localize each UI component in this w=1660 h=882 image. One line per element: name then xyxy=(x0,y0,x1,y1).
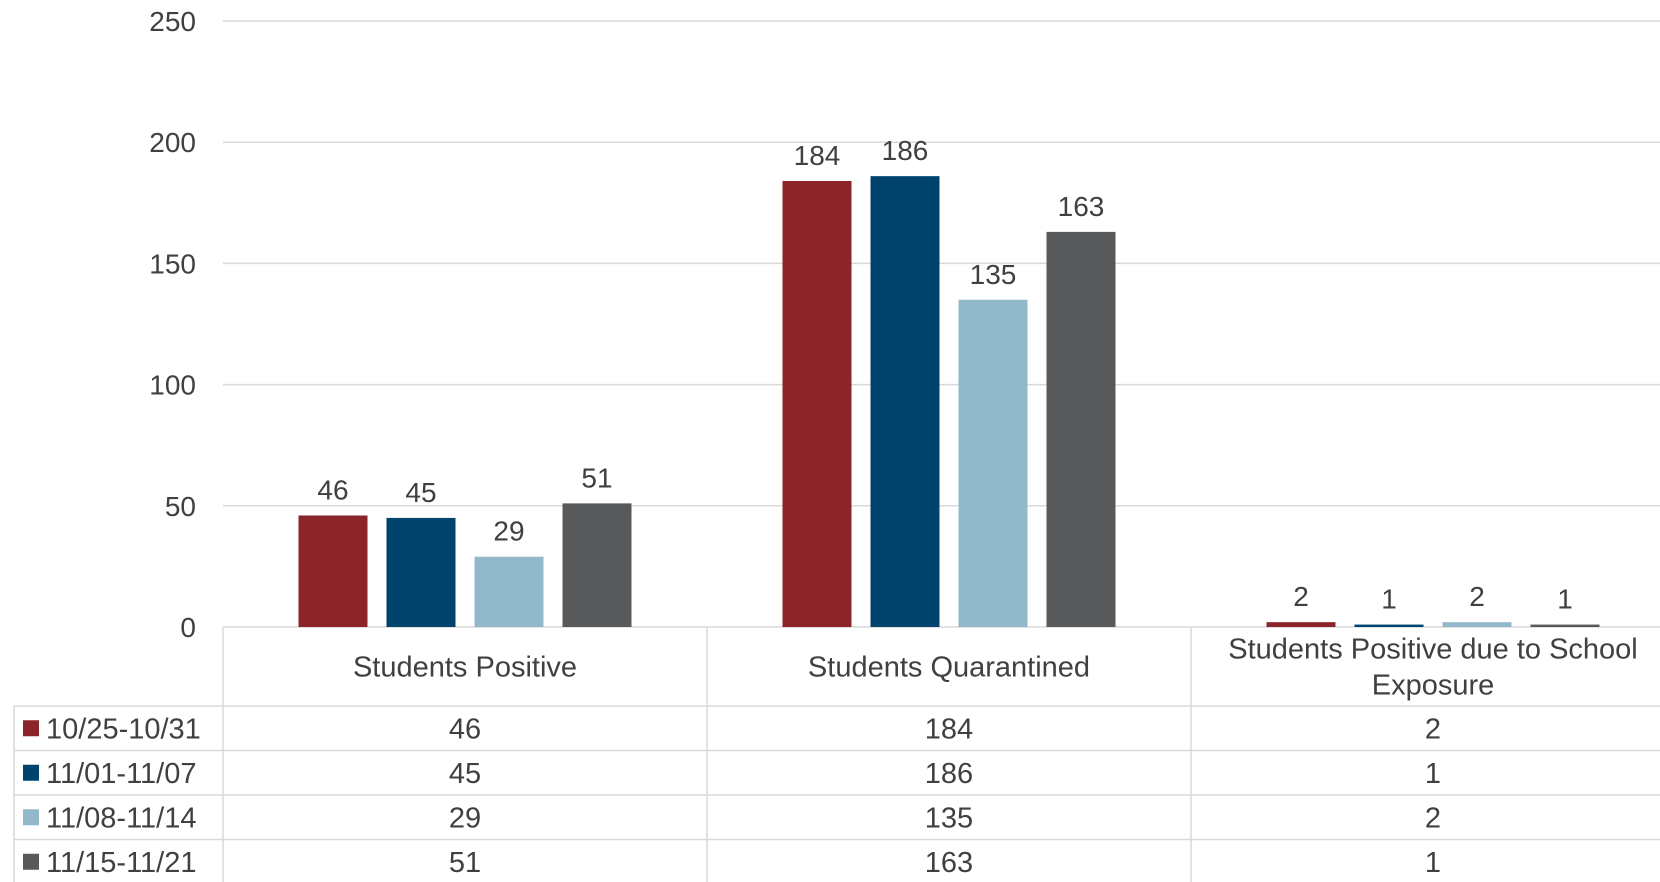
y-tick-label-0: 0 xyxy=(180,612,196,643)
category-label-students-quarantined: Students Quarantined xyxy=(808,652,1090,684)
data-table: Students Positive Students Quarantined Stu… xyxy=(13,627,1660,882)
legend-key-11-15-11-21 xyxy=(23,853,39,870)
category-label-students-positive: Students Positive xyxy=(353,652,577,684)
bar-11-08-11-14-students-quarantined xyxy=(958,299,1028,627)
legend-key-10-25-10-31 xyxy=(23,720,39,737)
bar-11-15-11-21-students-quarantined xyxy=(1046,231,1116,627)
table-cell-10-25-10-31-students-positive: 46 xyxy=(449,713,481,745)
bars xyxy=(298,176,1600,628)
table-cell-10-25-10-31-students-quarantined: 184 xyxy=(925,713,973,745)
legend-label-11-08-11-14: 11/08-11/14 xyxy=(46,802,197,834)
category-label-students-positive-due-to-school-exposure-line-1: Students Positive due to School xyxy=(1228,634,1637,666)
bar-11-08-11-14-students-positive xyxy=(474,556,544,627)
data-labels: 46 45 29 51 184 186 135 163 2 1 2 1 xyxy=(317,135,1572,614)
data-label-10-25-10-31-students-positive-due-to-school-exposure: 2 xyxy=(1293,581,1309,612)
table-cell-11-08-11-14-students-positive-due-to-school-exposure: 2 xyxy=(1425,802,1441,834)
y-tick-label-150: 150 xyxy=(149,248,196,279)
data-label-11-01-11-07-students-positive: 45 xyxy=(405,477,436,508)
bar-11-15-11-21-students-positive xyxy=(562,503,632,627)
data-label-11-01-11-07-students-positive-due-to-school-exposure: 1 xyxy=(1381,584,1397,615)
y-axis-tick-labels: 0 50 100 150 200 250 xyxy=(149,6,196,643)
table-cell-11-15-11-21-students-positive: 51 xyxy=(449,847,481,879)
legend-label-10-25-10-31: 10/25-10/31 xyxy=(46,713,201,745)
bar-11-08-11-14-students-positive-due-to-school-exposure xyxy=(1442,622,1512,627)
table-cell-11-01-11-07-students-quarantined: 186 xyxy=(925,758,973,790)
table-cell-11-08-11-14-students-quarantined: 135 xyxy=(925,802,973,834)
table-cell-11-08-11-14-students-positive: 29 xyxy=(449,802,481,834)
legend-key-11-01-11-07 xyxy=(23,764,39,781)
bar-11-15-11-21-students-positive-due-to-school-exposure xyxy=(1530,624,1600,627)
data-label-10-25-10-31-students-quarantined: 184 xyxy=(794,140,841,171)
legend-label-11-01-11-07: 11/01-11/07 xyxy=(46,758,197,790)
legend-key-11-08-11-14 xyxy=(23,809,39,826)
y-tick-label-250: 250 xyxy=(149,6,196,37)
bar-10-25-10-31-students-positive xyxy=(298,515,368,627)
data-label-11-15-11-21-students-quarantined: 163 xyxy=(1058,191,1105,222)
table-cell-11-15-11-21-students-quarantined: 163 xyxy=(925,847,973,879)
data-label-11-08-11-14-students-quarantined: 135 xyxy=(970,259,1017,290)
data-label-11-08-11-14-students-positive-due-to-school-exposure: 2 xyxy=(1469,581,1485,612)
y-tick-label-50: 50 xyxy=(165,491,196,522)
data-label-10-25-10-31-students-positive: 46 xyxy=(317,474,348,505)
y-tick-label-100: 100 xyxy=(149,370,196,401)
data-label-11-08-11-14-students-positive: 29 xyxy=(493,516,524,547)
bar-10-25-10-31-students-quarantined xyxy=(782,180,852,627)
bar-11-01-11-07-students-positive xyxy=(386,517,456,627)
bar-11-01-11-07-students-positive-due-to-school-exposure xyxy=(1354,624,1424,627)
data-label-11-15-11-21-students-positive-due-to-school-exposure: 1 xyxy=(1557,584,1573,615)
legend-label-11-15-11-21: 11/15-11/21 xyxy=(46,847,197,879)
table-cell-11-15-11-21-students-positive-due-to-school-exposure: 1 xyxy=(1425,847,1441,879)
bar-11-01-11-07-students-quarantined xyxy=(870,176,940,628)
y-tick-label-200: 200 xyxy=(149,127,196,158)
bar-10-25-10-31-students-positive-due-to-school-exposure xyxy=(1266,622,1336,627)
data-label-11-15-11-21-students-positive: 51 xyxy=(581,462,612,493)
table-cell-10-25-10-31-students-positive-due-to-school-exposure: 2 xyxy=(1425,713,1441,745)
table-cell-11-01-11-07-students-positive-due-to-school-exposure: 1 xyxy=(1425,758,1441,790)
data-label-11-01-11-07-students-quarantined: 186 xyxy=(882,135,929,166)
category-label-students-positive-due-to-school-exposure-line-2: Exposure xyxy=(1372,670,1495,702)
table-cell-11-01-11-07-students-positive: 45 xyxy=(449,758,481,790)
